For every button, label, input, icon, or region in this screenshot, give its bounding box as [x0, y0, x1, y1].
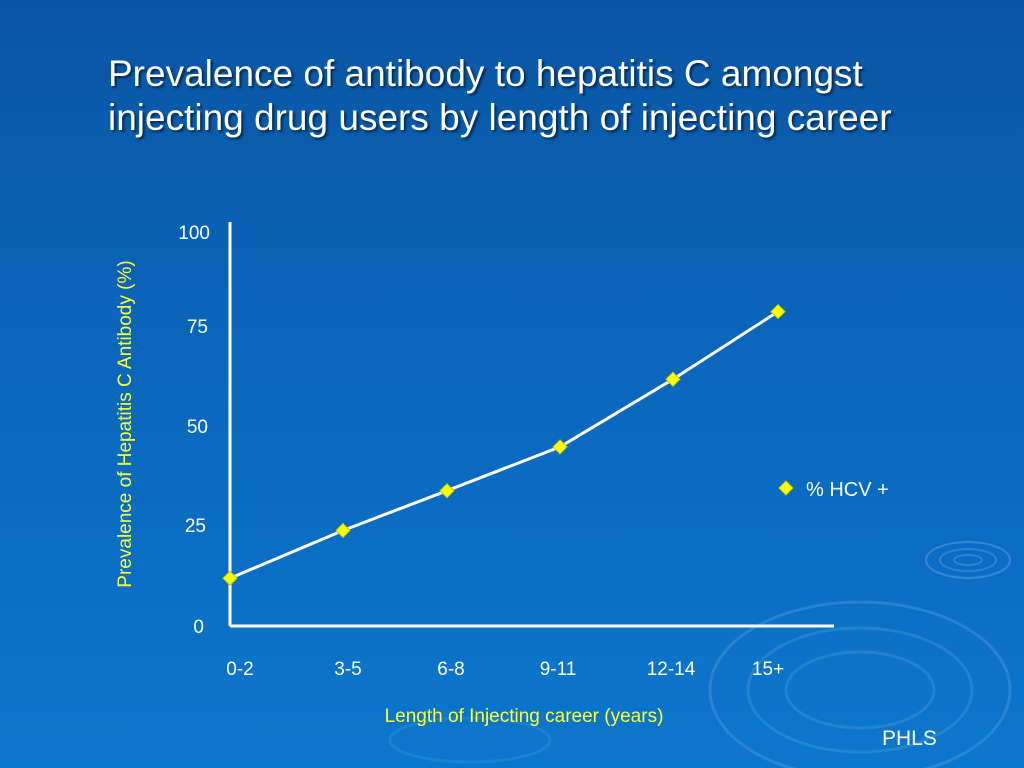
decorative-ripples — [388, 541, 1012, 768]
slide-title-line-1: Prevalence of antibody to hepatitis C am… — [108, 53, 863, 94]
x-axis-title: Length of Injecting career (years) — [385, 706, 664, 727]
x-tick-label: 9-11 — [540, 659, 577, 680]
slide-title-line-2: injecting drug users by length of inject… — [108, 97, 892, 138]
legend-marker-diamond — [778, 480, 794, 496]
y-axis-title: Prevalence of Hepatitis C Antibody (%) — [115, 260, 136, 587]
data-point-marker — [770, 303, 786, 320]
slide-title: Prevalence of antibody to hepatitis C am… — [108, 52, 988, 140]
x-tick-label: 15+ — [752, 659, 784, 680]
legend-label: % HCV + — [806, 479, 889, 501]
x-tick-label: 12-14 — [647, 659, 696, 680]
data-point-marker — [552, 439, 568, 455]
x-tick-labels: 0-2 3-5 6-8 9-11 12-14 15+ — [226, 659, 784, 680]
legend: % HCV + — [778, 479, 889, 501]
x-tick-label: 3-5 — [334, 659, 361, 680]
y-tick-label: 0 — [193, 617, 204, 638]
y-tick-label: 25 — [185, 516, 206, 537]
series-layer — [222, 303, 786, 586]
y-tick-label: 100 — [178, 223, 210, 244]
x-tick-label: 0-2 — [226, 659, 253, 680]
y-tick-label: 50 — [187, 417, 208, 438]
y-tick-labels: 0 25 50 75 100 — [178, 223, 210, 638]
data-point-marker — [222, 570, 238, 586]
credit-label: PHLS — [882, 727, 937, 750]
y-tick-label: 75 — [187, 317, 208, 338]
series-line — [229, 310, 779, 580]
x-tick-label: 6-8 — [437, 659, 464, 680]
data-point-marker — [439, 482, 455, 499]
data-point-marker — [335, 522, 351, 539]
data-point-marker — [665, 371, 681, 387]
